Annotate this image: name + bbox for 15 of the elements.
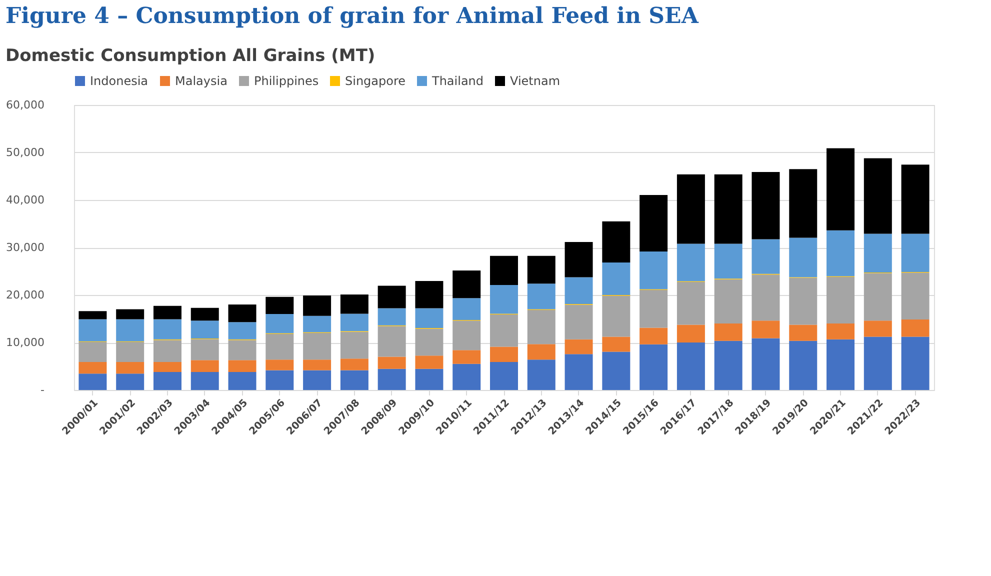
y-tick-label: 50,000: [6, 146, 44, 159]
legend-label: Thailand: [431, 74, 484, 88]
y-tick-label: 30,000: [6, 241, 44, 254]
y-tick-label: 40,000: [6, 194, 44, 206]
legend-label: Singapore: [345, 74, 406, 88]
y-tick-label: 60,000: [6, 98, 44, 112]
legend-label: Vietnam: [510, 74, 560, 88]
legend-label: Malaysia: [175, 74, 228, 88]
y-tick-label: 10,000: [6, 336, 44, 349]
chart-subtitle: Domestic Consumption All Grains (MT): [6, 46, 376, 66]
y-tick-label: -: [40, 384, 45, 396]
legend-label: Indonesia: [90, 74, 148, 88]
y-tick-label: 20,000: [6, 288, 44, 302]
chart-title: Figure 4 – Consumption of grain for Animal Feed in SEA: [6, 3, 700, 29]
legend-label: Philippines: [254, 74, 319, 88]
